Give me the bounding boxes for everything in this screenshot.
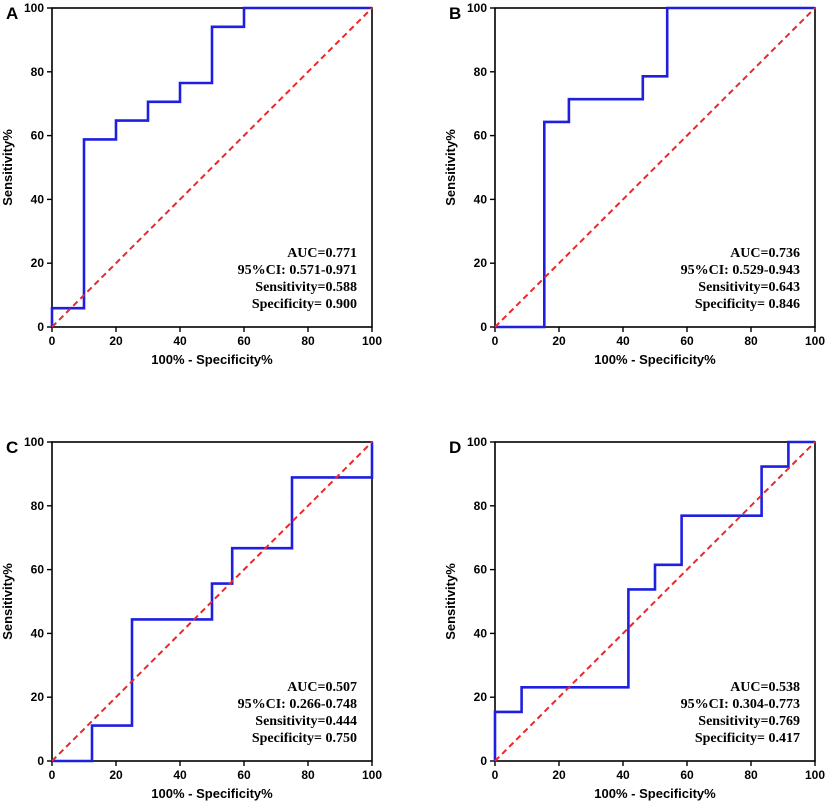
panel-label: D	[449, 438, 461, 457]
axes-frame	[51, 441, 373, 762]
y-tick-label: 0	[37, 320, 44, 334]
y-axis-label: Sensitivity%	[0, 129, 15, 206]
y-tick-label: 60	[474, 563, 488, 577]
stat-annotation: Specificity= 0.846	[695, 297, 800, 312]
roc-panel-c: C 0 20 40 60 80 100 0 20 40 60 80 100 100% - Specific…	[0, 435, 382, 801]
x-tick-label: 40	[173, 334, 187, 348]
roc-panel-b: B 0 20 40 60 80 100 0 20 40 60 80 100 100% - Specific…	[443, 1, 825, 367]
stat-annotation: AUC=0.736	[730, 246, 800, 261]
y-tick-label: 20	[31, 690, 45, 704]
x-tick-label: 60	[680, 768, 694, 782]
roc-curve-line	[52, 442, 374, 763]
x-axis-label: 100% - Specificity%	[594, 352, 716, 367]
y-tick-label: 60	[474, 129, 488, 143]
x-tick-label: 0	[492, 768, 499, 782]
y-tick-label: 0	[37, 754, 44, 768]
stat-annotation: Sensitivity=0.444	[255, 714, 357, 729]
x-tick-label: 80	[744, 334, 758, 348]
stat-annotation: Specificity= 0.417	[695, 731, 800, 746]
x-axis-label: 100% - Specificity%	[151, 786, 273, 801]
y-tick-label: 40	[474, 192, 488, 206]
roc-panel-a: A 0 20 40 60 80 100 0 20 40 60 80 100 100% - Specific…	[0, 1, 382, 367]
stat-annotation: Specificity= 0.750	[252, 731, 357, 746]
y-tick-label: 20	[31, 256, 45, 270]
x-tick-label: 100	[805, 768, 825, 782]
x-tick-label: 20	[552, 334, 566, 348]
stat-annotation: AUC=0.771	[287, 246, 357, 261]
y-tick-label: 80	[31, 65, 45, 79]
y-tick-label: 100	[467, 435, 487, 449]
x-tick-label: 40	[173, 768, 187, 782]
y-tick-label: 100	[24, 435, 44, 449]
y-tick-label: 40	[474, 626, 488, 640]
y-tick-label: 20	[474, 256, 488, 270]
stat-annotation: Sensitivity=0.643	[698, 280, 800, 295]
stat-annotation: 95%CI: 0.266-0.748	[238, 697, 357, 712]
y-axis-label: Sensitivity%	[443, 129, 458, 206]
x-axis-label: 100% - Specificity%	[594, 786, 716, 801]
x-tick-label: 20	[109, 768, 123, 782]
x-tick-label: 40	[616, 768, 630, 782]
panel-label: C	[6, 438, 18, 457]
x-axis-label: 100% - Specificity%	[151, 352, 273, 367]
stat-annotation: 95%CI: 0.571-0.971	[238, 263, 357, 278]
axes-frame	[494, 7, 816, 328]
x-tick-label: 80	[744, 768, 758, 782]
stat-annotation: Sensitivity=0.769	[698, 714, 800, 729]
x-tick-label: 100	[362, 768, 382, 782]
roc-curve-line	[50, 6, 372, 327]
y-tick-label: 60	[31, 129, 45, 143]
x-tick-label: 0	[49, 768, 56, 782]
roc-panel-d: D 0 20 40 60 80 100 0 20 40 60 80 100 100% - Specific…	[443, 435, 825, 801]
stat-annotation: AUC=0.538	[730, 680, 800, 695]
x-tick-label: 40	[616, 334, 630, 348]
x-tick-label: 0	[49, 334, 56, 348]
roc-curve-line	[493, 440, 815, 761]
y-tick-label: 80	[474, 65, 488, 79]
y-tick-label: 60	[31, 563, 45, 577]
y-tick-label: 0	[480, 754, 487, 768]
x-tick-label: 80	[301, 334, 315, 348]
stat-annotation: AUC=0.507	[287, 680, 357, 695]
panel-label: A	[6, 4, 18, 23]
y-axis-label: Sensitivity%	[0, 563, 15, 640]
x-tick-label: 20	[552, 768, 566, 782]
x-tick-label: 60	[237, 768, 251, 782]
axes-frame	[51, 7, 373, 328]
y-tick-label: 20	[474, 690, 488, 704]
x-tick-label: 60	[237, 334, 251, 348]
x-tick-label: 20	[109, 334, 123, 348]
y-tick-label: 80	[31, 499, 45, 513]
x-tick-label: 80	[301, 768, 315, 782]
y-tick-label: 40	[31, 626, 45, 640]
y-tick-label: 0	[480, 320, 487, 334]
stat-annotation: Specificity= 0.900	[252, 297, 357, 312]
stat-annotation: 95%CI: 0.304-0.773	[681, 697, 800, 712]
y-tick-label: 100	[467, 1, 487, 15]
stat-annotation: Sensitivity=0.588	[255, 280, 357, 295]
x-tick-label: 60	[680, 334, 694, 348]
y-tick-label: 40	[31, 192, 45, 206]
stat-annotation: 95%CI: 0.529-0.943	[681, 263, 800, 278]
reference-line	[494, 7, 816, 328]
x-tick-label: 0	[492, 334, 499, 348]
roc-curve-line	[495, 6, 815, 329]
axes-frame	[494, 441, 816, 762]
x-tick-label: 100	[805, 334, 825, 348]
y-tick-label: 80	[474, 499, 488, 513]
panel-label: B	[449, 4, 461, 23]
y-tick-label: 100	[24, 1, 44, 15]
reference-line	[494, 441, 816, 762]
reference-line	[51, 441, 373, 762]
reference-line	[51, 7, 373, 328]
y-axis-label: Sensitivity%	[443, 563, 458, 640]
x-tick-label: 100	[362, 334, 382, 348]
